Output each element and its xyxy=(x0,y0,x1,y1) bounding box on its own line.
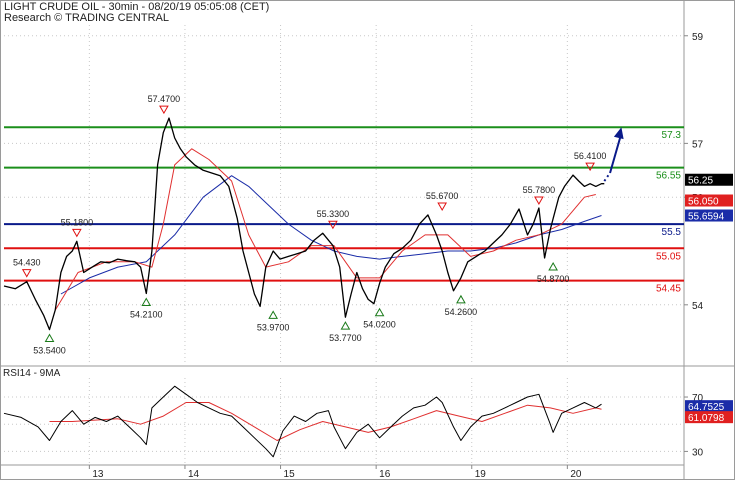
swing-low-marker xyxy=(374,307,385,317)
slow-ma-badge-background xyxy=(685,209,733,222)
swing-high-marker xyxy=(21,269,32,278)
swing-low-marker xyxy=(548,261,558,271)
swing-high-marker xyxy=(159,105,169,115)
price-line xyxy=(3,117,605,331)
swing-low-marker xyxy=(268,310,279,319)
swing-low-marker xyxy=(340,321,351,330)
time-axis-label: 16 xyxy=(379,469,391,480)
swing-high-label: 57.4700 xyxy=(148,94,181,104)
swing-low-label: 54.0200 xyxy=(363,320,396,330)
rsi-ma-line xyxy=(49,402,602,441)
rsi-panel-title: RSI14 - 9MA xyxy=(3,368,61,379)
forecast-dotted-line xyxy=(603,172,611,182)
swing-high-label: 55.7800 xyxy=(523,185,556,195)
price-axis-label: 54 xyxy=(692,301,704,312)
fast-ma-line xyxy=(54,148,596,311)
swing-low-marker xyxy=(44,333,55,343)
swing-low-marker xyxy=(456,294,466,304)
last-price-badge-background xyxy=(685,173,733,186)
rsi-axis-label: 70 xyxy=(692,393,704,404)
slow-ma-badge: 55.6594 xyxy=(688,212,725,223)
swing-high-label: 54.430 xyxy=(13,258,41,268)
swing-low-marker xyxy=(141,297,152,307)
swing-high-marker xyxy=(585,162,595,172)
slow-ma-line xyxy=(60,175,602,295)
rsi-value-badge-background xyxy=(685,400,733,413)
swing-high-marker xyxy=(437,202,448,211)
price-axis-label: 57 xyxy=(692,139,704,150)
fast-ma-badge-background xyxy=(685,194,733,207)
level-label: 55.05 xyxy=(656,251,681,262)
swing-high-marker xyxy=(71,228,82,238)
level-label: 55.5 xyxy=(662,227,682,238)
time-axis-label: 20 xyxy=(570,469,582,480)
swing-low-label: 53.9700 xyxy=(257,322,290,332)
level-label: 57.3 xyxy=(662,130,682,141)
swing-low-label: 53.7700 xyxy=(329,333,362,343)
swing-high-label: 55.6700 xyxy=(426,191,459,201)
last-price-badge: 56.25 xyxy=(688,176,713,187)
level-label: 54.45 xyxy=(656,284,681,295)
rsi-line xyxy=(3,385,602,458)
time-axis-label: 13 xyxy=(92,469,104,480)
time-axis-label: 19 xyxy=(475,469,487,480)
level-label: 56.55 xyxy=(656,171,681,182)
swing-high-marker xyxy=(328,220,338,230)
chart-source: Research © TRADING CENTRAL xyxy=(4,12,169,24)
time-axis-label: 15 xyxy=(284,469,296,480)
rsi-ma-badge: 61.0798 xyxy=(688,413,725,424)
swing-high-label: 56.4100 xyxy=(574,151,607,161)
swing-low-label: 53.5400 xyxy=(33,346,66,356)
swing-low-label: 54.2100 xyxy=(130,310,163,320)
fast-ma-badge: 56.050 xyxy=(688,197,719,208)
swing-low-label: 54.8700 xyxy=(537,274,570,284)
swing-high-label: 55.1800 xyxy=(61,217,94,227)
rsi-value-badge: 64.7525 xyxy=(688,402,725,413)
swing-high-label: 55.3300 xyxy=(317,209,350,219)
swing-high-marker xyxy=(534,196,544,206)
forecast-arrow-head xyxy=(613,127,624,140)
price-axis-label: 59 xyxy=(692,32,704,43)
swing-low-label: 54.2600 xyxy=(445,307,478,317)
rsi-axis-label: 30 xyxy=(692,447,704,458)
forecast-arrow-shaft xyxy=(609,132,623,174)
rsi-ma-badge-background xyxy=(685,411,733,424)
time-axis-label: 14 xyxy=(188,469,200,480)
chart-title: LIGHT CRUDE OIL - 30min - 08/20/19 05:05… xyxy=(4,1,270,13)
